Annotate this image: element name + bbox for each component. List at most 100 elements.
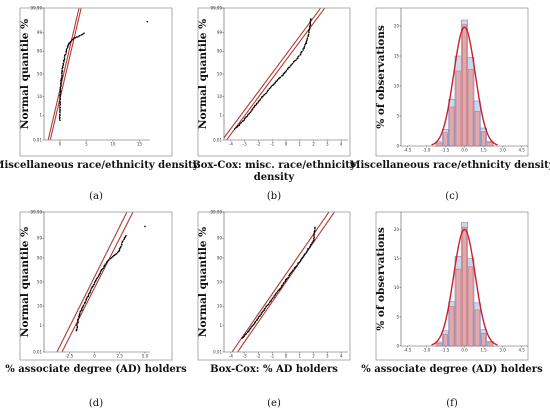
histogram-bar-pink <box>462 24 467 147</box>
y-axis-title: Normal quantile % <box>197 19 209 129</box>
data-point <box>243 119 245 121</box>
data-point <box>254 104 257 107</box>
data-point <box>281 284 284 286</box>
data-point <box>274 81 277 84</box>
data-point <box>251 325 254 327</box>
histogram-bar-pink <box>443 132 448 147</box>
x-axis-title: Miscellaneous race/ethnicity density <box>0 160 200 171</box>
x-axis-title: Box-Cox: % AD holders <box>210 364 338 375</box>
data-point <box>309 27 311 29</box>
x-tick-label: 2 <box>312 142 315 147</box>
data-point <box>250 110 252 113</box>
panel-label: (d) <box>89 398 103 409</box>
histogram-bar-pink <box>487 342 493 347</box>
data-point <box>61 72 63 74</box>
y-tick-label: 0 <box>396 343 399 348</box>
data-point <box>310 243 313 246</box>
plot-area <box>56 212 146 352</box>
x-tick-label: 4 <box>340 354 343 359</box>
data-point <box>314 226 316 229</box>
data-point <box>61 74 63 77</box>
x-tick-label: -4.5 <box>403 148 411 153</box>
x-tick-label: 0 <box>93 354 96 359</box>
data-point <box>301 50 303 53</box>
panel-frame-a <box>19 7 173 157</box>
y-axis-title: % of observations <box>375 227 387 331</box>
data-point <box>60 82 62 85</box>
data-point <box>61 75 63 78</box>
panel-label: (b) <box>267 191 281 202</box>
y-tick-label: 1 <box>219 113 222 118</box>
data-point <box>104 263 107 265</box>
histogram-bar-pink <box>474 309 480 347</box>
data-point <box>240 121 243 124</box>
data-point <box>250 326 253 328</box>
plot-area <box>231 212 335 352</box>
data-point <box>83 32 85 34</box>
data-point <box>101 268 104 270</box>
data-point <box>314 227 316 230</box>
y-tick-label: 10 <box>394 83 400 88</box>
data-point <box>299 259 302 262</box>
data-point <box>74 36 77 39</box>
x-tick-label: 1 <box>299 142 302 147</box>
histogram-bar-pink <box>481 131 486 147</box>
y-tick-label: 99.99 <box>31 209 43 214</box>
y-tick-label: 90 <box>37 255 43 260</box>
panel-label: (a) <box>89 191 103 202</box>
x-tick-label: 15 <box>137 142 143 147</box>
panel-a: 0.01 1 10 50 90 99 99.99 0 5 10 15 Normal quantile … <box>0 5 200 202</box>
data-point <box>237 124 239 127</box>
y-tick-label: 10 <box>37 304 43 309</box>
y-tick-label: 99 <box>217 30 223 35</box>
y-tick-label: 99.99 <box>31 5 43 10</box>
data-point <box>63 58 66 60</box>
data-point <box>98 274 101 276</box>
data-point <box>286 277 288 280</box>
y-tick-label: 20 <box>394 23 400 28</box>
data-point <box>297 262 299 264</box>
data-point <box>251 108 254 110</box>
data-point <box>83 304 85 306</box>
y-tick-label: 5 <box>396 113 399 118</box>
data-point <box>68 42 70 44</box>
y-tick-label: 0.01 <box>213 137 222 142</box>
x-tick-label: -4 <box>229 354 233 359</box>
fit-line <box>47 8 80 140</box>
data-point <box>93 281 96 283</box>
x-tick-label: -3 <box>243 142 247 147</box>
data-point <box>282 74 285 76</box>
data-point <box>285 69 288 72</box>
data-point <box>306 250 308 252</box>
data-point <box>59 97 61 99</box>
data-point <box>279 76 282 78</box>
panel-d: 0.01 1 10 50 90 99 99.99 -2.5 0 2.5 5.0 Normal quan… <box>5 209 187 409</box>
y-tick-label: 50 <box>37 279 43 284</box>
data-point <box>78 35 81 37</box>
data-point <box>290 271 293 274</box>
data-point <box>314 229 316 231</box>
data-point <box>304 253 306 255</box>
x-tick-label: -2 <box>256 142 260 147</box>
x-axis-title: density <box>254 172 296 183</box>
data-point <box>79 311 81 313</box>
x-tick-label: 0 <box>59 142 62 147</box>
x-tick-label: 10 <box>110 142 116 147</box>
data-point <box>93 283 95 286</box>
plot-area <box>224 8 326 140</box>
fit-line <box>231 212 330 352</box>
data-point <box>267 89 269 91</box>
fit-line <box>237 212 335 352</box>
data-point <box>269 86 272 89</box>
data-point <box>58 116 61 118</box>
data-point <box>59 102 61 105</box>
histogram-bar-pink <box>462 226 467 347</box>
x-tick-label: -2.5 <box>65 354 73 359</box>
data-point <box>308 29 310 32</box>
x-tick-label: 0.0 <box>461 348 468 353</box>
data-point <box>259 314 261 316</box>
normal-curve <box>431 26 498 146</box>
data-point <box>313 235 315 237</box>
data-point <box>79 312 81 315</box>
data-point <box>306 39 308 41</box>
